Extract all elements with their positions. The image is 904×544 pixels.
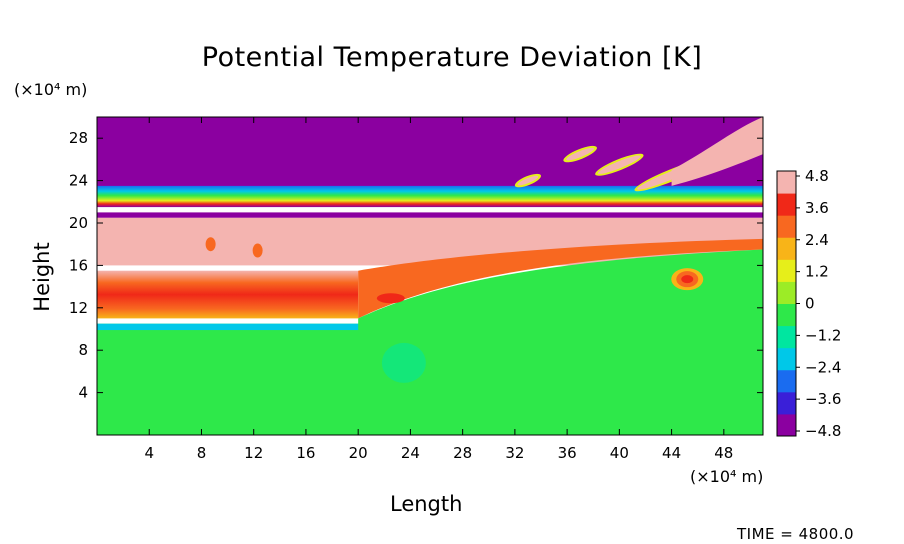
colorbar-swatch [777,391,796,415]
colorbar-label: 1.2 [805,263,829,281]
colorbar-label: 4.8 [805,167,829,185]
x-tick-label: 28 [453,444,472,462]
colorbar-label: 2.4 [805,231,829,249]
upper-right-warm [671,117,763,186]
x-axis-unit: (×10⁴ m) [690,467,764,486]
colorbar-swatch [777,369,796,393]
colorbar-label: −3.6 [805,390,841,408]
time-annotation: TIME = 4800.0 [737,525,855,543]
y-tick-label: 12 [69,299,88,317]
x-tick-label: 36 [558,444,577,462]
x-tick-label: 8 [197,444,207,462]
x-tick-label: 40 [610,444,629,462]
colorbar-swatch [777,325,796,349]
colorbar-swatch [777,303,796,327]
region-thin-layer [97,212,763,218]
y-axis-ticks: 4 8 12 16 20 24 28 [69,129,763,402]
colorbar-swatch [777,259,796,282]
y-tick-label: 24 [69,172,88,190]
chart-title: Potential Temperature Deviation [K] [201,42,703,73]
x-axis-ticks: 4 8 12 16 20 24 28 32 36 40 44 48 [144,117,733,462]
colorbar-label: −2.4 [805,358,841,376]
plot-frame [96,116,764,436]
upper-streak [517,175,539,186]
x-axis-label: Length [390,492,463,516]
cold-patch [381,342,426,383]
region-core-layer [97,270,359,319]
upper-streak [566,147,595,161]
x-tick-label: 16 [296,444,315,462]
colorbar-swatch [777,281,796,304]
y-tick-label: 16 [69,256,88,274]
x-tick-label: 12 [244,444,263,462]
colorbar-swatch [777,413,796,437]
y-axis-unit: (×10⁴ m) [14,80,88,99]
x-tick-label: 44 [662,444,681,462]
colorbar-label: 0 [805,295,815,313]
x-tick-label: 4 [144,444,154,462]
y-tick-label: 20 [69,214,88,232]
colorbar-swatch [777,237,796,260]
warm-lobe [376,293,405,304]
colorbar-swatch [777,171,796,194]
y-tick-label: 8 [78,341,88,359]
x-tick-label: 24 [401,444,420,462]
front-orange [358,238,763,319]
colorbar-swatch [777,347,796,371]
colorbar: 4.8 3.6 2.4 1.2 0 −1.2 −2.4 −3.6 −4.8 [776,167,841,440]
warm-drip [252,243,263,258]
warm-drip [205,237,216,252]
colorbar-swatch [777,215,796,238]
colorbar-label: −4.8 [805,422,841,440]
upper-streak [597,155,641,174]
colorbar-label: 3.6 [805,199,829,217]
x-tick-label: 32 [505,444,524,462]
heatmap-field [97,117,763,435]
region-wave-band [97,185,763,208]
y-tick-label: 28 [69,129,88,147]
y-tick-label: 4 [78,384,88,402]
x-tick-label: 48 [714,444,733,462]
front-green [358,249,763,435]
vortex-ring-2 [681,275,694,284]
colorbar-label: −1.2 [805,326,841,344]
colorbar-swatch [777,193,796,216]
x-tick-label: 20 [349,444,368,462]
